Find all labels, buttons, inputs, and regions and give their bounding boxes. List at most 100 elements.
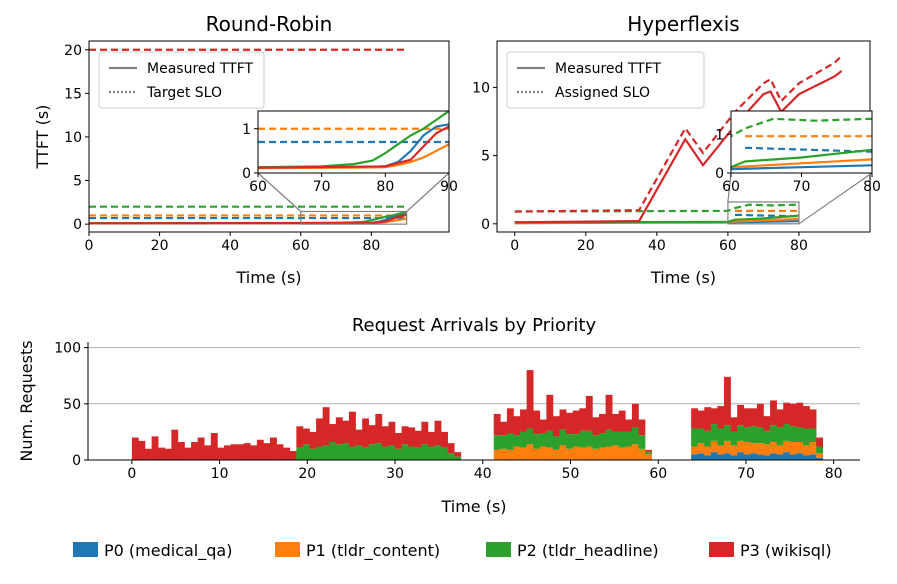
bar-segment-p3 <box>138 440 146 460</box>
bar-segment-p3 <box>421 421 429 445</box>
bar-segment-p3 <box>381 426 389 447</box>
bar-segment-p3 <box>270 437 277 460</box>
bar-segment-p3 <box>710 408 718 425</box>
bar-segment-p3 <box>756 403 764 428</box>
x-tick-label: 90 <box>440 179 458 195</box>
bar-segment-p2 <box>414 447 422 460</box>
bar-segment-p3 <box>539 419 547 434</box>
bar-segment-p3 <box>441 431 448 448</box>
bar-segment-p3 <box>164 448 172 460</box>
bar-segment-p3 <box>348 411 356 447</box>
series-line-p3-slo <box>514 55 843 213</box>
bar-segment-p1 <box>513 446 521 460</box>
bar-segment-p3 <box>447 443 455 454</box>
bar-segment-p1 <box>809 442 817 455</box>
bar-segment-p1 <box>612 445 620 460</box>
bar-segment-p0 <box>717 454 725 460</box>
x-tick-label: 60 <box>649 466 667 482</box>
y-tick-label: 5 <box>481 149 490 165</box>
bar-segment-p0 <box>691 454 699 460</box>
bar-segment-p1 <box>743 442 751 455</box>
y-tick-label: 1 <box>242 122 251 138</box>
bar-segment-p2 <box>717 428 725 446</box>
legend-label-p0: P0 (medical_qa) <box>104 541 232 561</box>
bar-segment-p3 <box>316 418 323 447</box>
chart-title: Request Arrivals by Priority <box>352 315 597 336</box>
bar-segment-p3 <box>177 442 185 460</box>
bar-segment-p1 <box>539 446 547 460</box>
bar-segment-p0 <box>770 453 777 460</box>
bar-segment-p1 <box>552 449 560 460</box>
bar-segment-p1 <box>776 445 784 455</box>
bar-segment-p2 <box>355 445 363 460</box>
bar-segment-p0 <box>710 452 718 460</box>
bar-segment-p1 <box>618 447 626 460</box>
legend-measured-label: Measured TTFT <box>555 61 662 77</box>
bar-segment-p3 <box>184 447 192 460</box>
bar-segment-p0 <box>756 454 764 460</box>
bar-segment-p3 <box>559 409 567 430</box>
bar-segment-p1 <box>599 447 606 460</box>
x-tick-label: 80 <box>376 179 394 195</box>
bar-segment-p2 <box>770 425 777 443</box>
bar-segment-p0 <box>730 455 738 460</box>
bar-segment-p3 <box>724 376 731 426</box>
bar-segment-p2 <box>506 433 514 450</box>
bar-segment-p0 <box>783 452 791 460</box>
inset-series-line-p2 <box>731 148 872 169</box>
bar-segment-p3 <box>454 452 462 457</box>
bar-segment-p3 <box>612 413 620 432</box>
bar-segment-p0 <box>789 454 797 460</box>
y-tick-label: 0 <box>715 166 724 182</box>
x-tick-label: 50 <box>562 466 580 482</box>
zoom-region <box>300 210 408 225</box>
bar-segment-p0 <box>750 453 758 460</box>
bar-segment-p3 <box>322 407 330 446</box>
x-axis-label: Time (s) <box>440 497 506 516</box>
bar-segment-p2 <box>500 435 508 449</box>
bar-segment-p2 <box>776 427 784 446</box>
bar-segment-p1 <box>770 442 777 454</box>
bar-segment-p3 <box>506 408 514 434</box>
bar-segment-p2 <box>520 431 527 448</box>
legend-label-p3: P3 (wikisql) <box>740 541 832 560</box>
bar-segment-p3 <box>217 447 225 460</box>
bar-segment-p1 <box>737 440 745 453</box>
bar-segment-p1 <box>506 449 514 460</box>
bar-segment-p1 <box>592 448 600 460</box>
bar-segment-p3 <box>618 410 626 432</box>
bar-segment-p2 <box>368 444 376 460</box>
bar-segment-p3 <box>816 437 824 447</box>
bar-segment-p3 <box>704 407 712 431</box>
bar-segment-p2 <box>599 433 606 448</box>
bar-segment-p1 <box>704 446 712 456</box>
bar-segment-p1 <box>546 447 554 460</box>
bar-segment-p3 <box>802 406 810 429</box>
y-tick-label: 5 <box>73 174 82 190</box>
bar-segment-p2 <box>592 435 600 449</box>
bar-segment-p2 <box>783 424 791 441</box>
bar-segment-p1 <box>816 453 824 458</box>
bar-segment-p3 <box>362 418 370 448</box>
bar-segment-p2 <box>322 445 330 460</box>
y-tick-label: 15 <box>64 86 82 102</box>
x-tick-label: 20 <box>577 238 595 254</box>
bar-segment-p2 <box>585 430 593 447</box>
bar-segment-p2 <box>348 446 356 460</box>
bar-segment-p3 <box>520 409 527 432</box>
bar-segment-p3 <box>210 433 218 460</box>
bar-segment-p2 <box>362 447 370 460</box>
bar-segment-p0 <box>776 454 784 460</box>
y-tick-label: 0 <box>73 217 82 233</box>
legend-swatch-p2 <box>486 542 511 557</box>
bar-segment-p3 <box>237 444 245 460</box>
bar-segment-p3 <box>434 420 442 446</box>
x-tick-label: 0 <box>510 238 519 254</box>
y-tick-label: 100 <box>54 341 81 357</box>
bar-segment-p1 <box>756 443 764 455</box>
bar-segment-p3 <box>204 445 212 460</box>
bar-segment-p1 <box>645 454 652 460</box>
bar-segment-p3 <box>638 419 646 436</box>
bar-segment-p2 <box>421 444 429 460</box>
series-line-p3 <box>514 70 843 224</box>
